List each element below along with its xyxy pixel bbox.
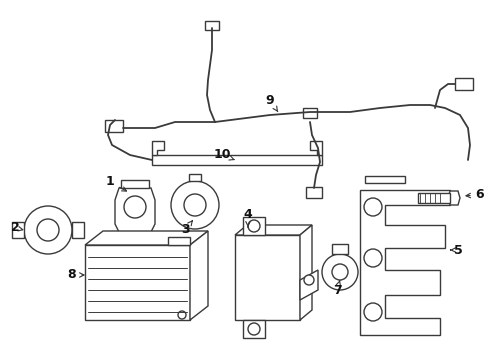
Polygon shape (447, 191, 459, 205)
Bar (204, 21, 219, 30)
Bar (303, 108, 316, 118)
Polygon shape (85, 231, 207, 245)
Text: 7: 7 (332, 280, 341, 297)
Circle shape (124, 196, 146, 218)
Text: 9: 9 (265, 94, 277, 112)
Bar (168, 237, 190, 245)
Polygon shape (72, 222, 84, 238)
Bar (243, 320, 264, 338)
Bar (417, 193, 449, 203)
Text: 5: 5 (450, 243, 462, 256)
Circle shape (183, 194, 205, 216)
Bar (189, 174, 201, 181)
Bar (105, 120, 123, 132)
Text: 6: 6 (465, 189, 483, 202)
Text: 4: 4 (243, 208, 252, 227)
Bar (121, 180, 149, 188)
Bar (152, 155, 321, 165)
Polygon shape (299, 270, 317, 300)
Circle shape (178, 311, 185, 319)
Polygon shape (152, 141, 163, 155)
Bar (454, 78, 472, 90)
Bar (331, 244, 347, 254)
Bar (305, 187, 321, 198)
Bar (235, 235, 299, 320)
Polygon shape (359, 190, 449, 335)
Text: 1: 1 (105, 175, 126, 191)
Polygon shape (299, 225, 311, 320)
Polygon shape (235, 225, 311, 235)
Bar (85, 245, 190, 320)
Circle shape (247, 220, 260, 232)
Bar (364, 176, 404, 183)
Circle shape (247, 323, 260, 335)
Circle shape (304, 275, 313, 285)
Circle shape (37, 219, 59, 241)
Text: 10: 10 (213, 148, 234, 162)
Bar (243, 217, 264, 235)
Polygon shape (12, 222, 24, 238)
Circle shape (321, 254, 357, 290)
Polygon shape (115, 188, 155, 232)
Circle shape (24, 206, 72, 254)
Polygon shape (309, 141, 321, 155)
Circle shape (171, 181, 219, 229)
Circle shape (363, 249, 381, 267)
Text: 8: 8 (67, 269, 84, 282)
Circle shape (331, 264, 347, 280)
Polygon shape (190, 231, 207, 320)
Text: 2: 2 (11, 221, 23, 234)
Text: 3: 3 (181, 221, 192, 237)
Circle shape (363, 198, 381, 216)
Circle shape (363, 303, 381, 321)
